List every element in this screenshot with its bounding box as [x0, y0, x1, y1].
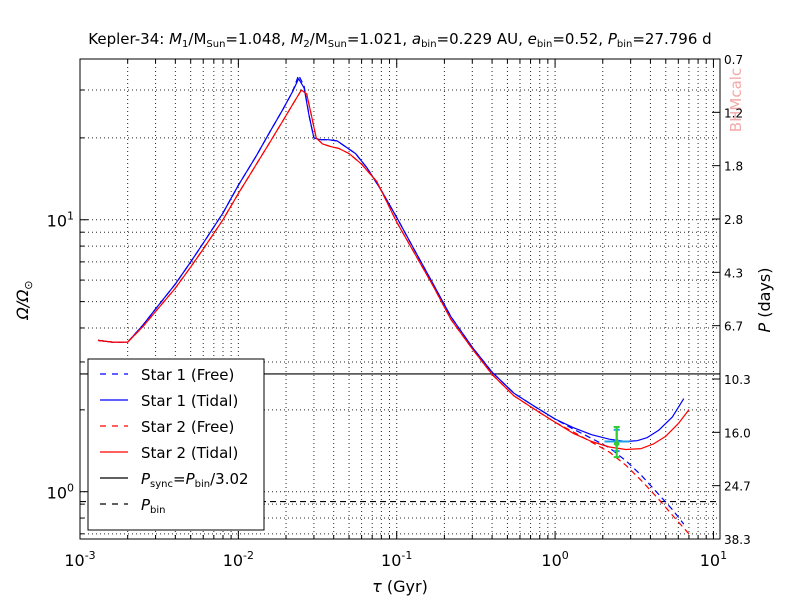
marker-point [614, 441, 620, 447]
legend-entry: Pbin [100, 496, 166, 516]
legend-label: Star 1 (Tidal) [141, 392, 238, 410]
x-tick-label: 10-2 [223, 549, 254, 570]
observation-markers [604, 425, 630, 459]
x-tick-labels: 10-3 10-2 10-1 100 101 [64, 549, 727, 570]
legend-entry: Star 2 (Tidal) [100, 444, 238, 462]
legend-box [87, 358, 265, 531]
x-tick-label: 100 [541, 549, 568, 570]
legend-label: Star 1 (Free) [141, 366, 234, 384]
chart-title: Kepler-34: M1/MSun=1.048, M2/MSun=1.021,… [88, 30, 711, 50]
x-axis-label: τ (Gyr) [372, 577, 428, 596]
y-tick-labels: 100 101 [47, 210, 74, 503]
y2-tick-label: 4.3 [724, 266, 743, 280]
legend-entry: Star 1 (Tidal) [100, 392, 238, 410]
y-tick-label: 100 [47, 482, 74, 503]
legend-label: Pbin [141, 496, 166, 516]
y-tick-label: 101 [47, 210, 74, 231]
y2-tick-label: 16.0 [724, 426, 751, 440]
error-marker [613, 425, 620, 459]
x-tick-label: 10-3 [64, 549, 95, 570]
y2-tick-label: 1.8 [724, 160, 743, 174]
legend-label: Star 2 (Free) [141, 418, 234, 436]
grid-lines [79, 59, 720, 539]
legend-entry: Star 2 (Free) [100, 418, 234, 436]
y2-tick-label: 0.7 [724, 53, 743, 67]
y2-tick-label: 2.8 [724, 213, 743, 227]
series-lines [97, 74, 690, 535]
plot-frame [79, 58, 721, 540]
x-tick-label: 101 [700, 549, 727, 570]
x-tick-label: 10-1 [381, 549, 412, 570]
legend-entry: Psync=Pbin/3.02 [100, 470, 249, 490]
y2-axis-label: P (days) [755, 268, 774, 333]
series-line [97, 78, 685, 443]
y2-tick-label: 6.7 [724, 320, 743, 334]
series-line [97, 89, 690, 451]
y2-tick-label: 38.3 [724, 533, 751, 547]
legend-entry: Star 1 (Free) [100, 366, 234, 384]
legend: Star 1 (Free) Star 1 (Tidal) Star 2 (Free)… [87, 358, 265, 531]
y2-tick-label: 24.7 [724, 480, 751, 494]
y2-tick-labels: 0.7 1.2 1.8 2.8 4.3 6.7 10.3 16.0 24.7 38.3 [724, 53, 751, 547]
y2-tick-label: 10.3 [724, 373, 751, 387]
legend-label: Psync=Pbin/3.02 [141, 470, 249, 490]
y-axis-label: Ω/Ω⊙ [13, 280, 35, 320]
axis-ticks [79, 58, 720, 540]
y2-tick-label: 1.2 [724, 106, 743, 120]
legend-label: Star 2 (Tidal) [141, 444, 238, 462]
watermark: BHMcalc [727, 68, 745, 132]
